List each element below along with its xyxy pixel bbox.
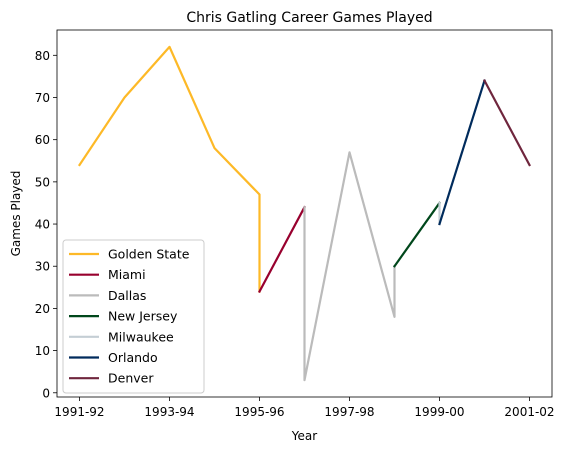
chart-title: Chris Gatling Career Games Played: [186, 10, 432, 26]
legend: Golden State Miami Dallas New Jersey Milwauk…: [62, 239, 205, 394]
legend-label-orlando: Orlando: [108, 350, 158, 365]
y-tick-label: 60: [35, 133, 50, 147]
x-tick-label: 1993-94: [144, 405, 194, 419]
series-line-miami: [258, 205, 306, 294]
y-tick-label: 80: [35, 49, 50, 63]
x-tick-label: 1995-96: [234, 405, 284, 419]
legend-label-golden-state: Golden State: [108, 247, 190, 262]
y-axis: 0 10 20 30 40 50 60 70 80: [35, 49, 57, 400]
legend-box: [62, 239, 205, 394]
y-tick-label: 40: [35, 218, 50, 232]
x-tick-label: 1997-98: [324, 405, 374, 419]
x-tick-label: 2001-02: [504, 405, 554, 419]
legend-label-denver: Denver: [108, 371, 154, 386]
legend-label-milwaukee: Milwaukee: [108, 329, 174, 344]
y-tick-label: 0: [42, 386, 50, 400]
legend-label-dallas: Dallas: [108, 288, 146, 303]
y-tick-label: 10: [35, 344, 50, 358]
legend-label-new-jersey: New Jersey: [108, 309, 178, 324]
series-line-dallas: [303, 151, 396, 382]
y-tick-label: 70: [35, 91, 50, 105]
series-line-denver: [483, 79, 531, 167]
plot-area: [56, 29, 553, 398]
series-line-orlando: [438, 79, 486, 226]
series-line-new-jersey: [392, 201, 442, 268]
x-tick-label: 1999-00: [414, 405, 464, 419]
x-tick-label: 1991-92: [54, 405, 104, 419]
series-layer: [77, 45, 531, 382]
series-line-golden-state: [77, 45, 261, 293]
x-axis: 1991-92 1993-94 1995-96 1997-98 1999-00 2001-…: [54, 397, 555, 419]
y-tick-label: 50: [35, 175, 50, 189]
y-tick-label: 20: [35, 302, 50, 316]
y-tick-label: 30: [35, 260, 50, 274]
legend-label-miami: Miami: [108, 267, 146, 282]
x-axis-label: Year: [291, 429, 317, 443]
y-axis-label: Games Played: [9, 171, 23, 257]
